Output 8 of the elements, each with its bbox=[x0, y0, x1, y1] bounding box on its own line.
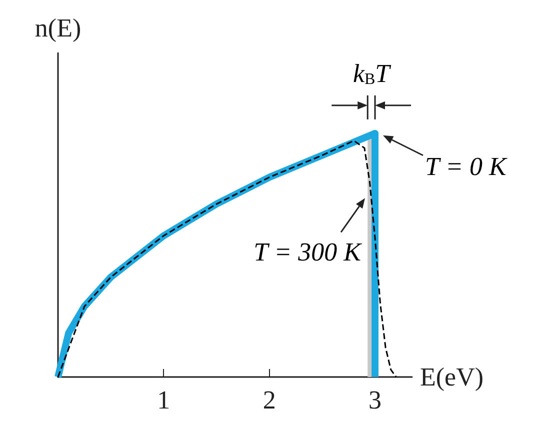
x-tick-label: 1 bbox=[157, 386, 170, 414]
series-label: T = 0 K bbox=[425, 152, 508, 181]
y-axis-title: n(E) bbox=[34, 14, 82, 42]
x-axis-title: E(eV) bbox=[420, 362, 484, 392]
series-label: T = 300 K bbox=[254, 238, 363, 267]
x-tick-label: 3 bbox=[368, 386, 382, 414]
band-label: kBT bbox=[352, 58, 392, 88]
x-tick-label: 2 bbox=[262, 386, 276, 414]
